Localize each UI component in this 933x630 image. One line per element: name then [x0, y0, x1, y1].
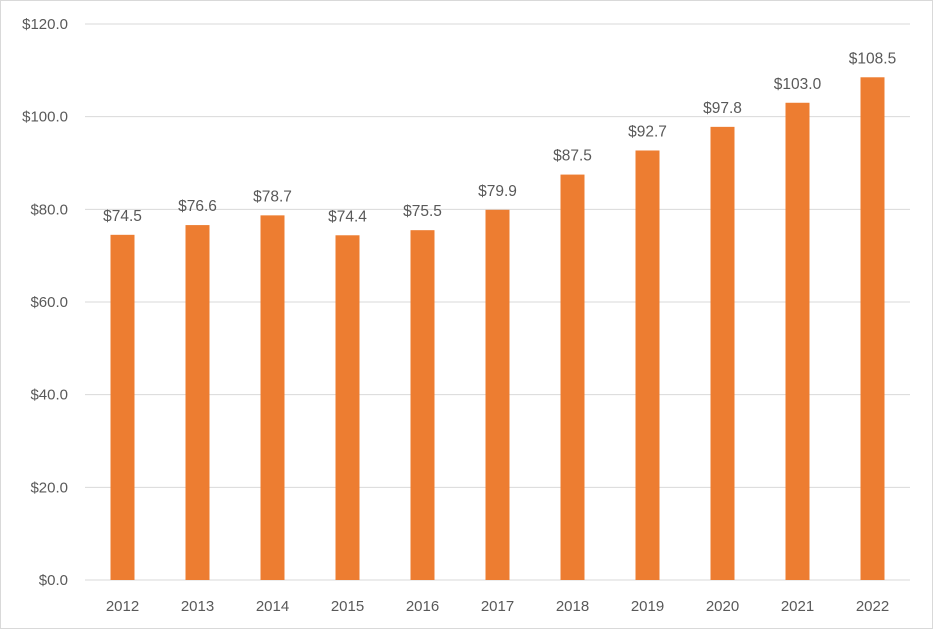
data-label: $103.0 — [774, 76, 822, 93]
data-label: $97.8 — [703, 100, 742, 117]
data-label: $79.9 — [478, 183, 517, 200]
bar — [260, 215, 285, 580]
x-tick-label: 2016 — [406, 598, 439, 615]
bar — [560, 174, 585, 581]
y-axis: $0.0 $20.0 $40.0 $60.0 $80.0 $100.0 $120.0 — [22, 16, 68, 589]
data-label: $74.4 — [328, 208, 367, 225]
x-tick-label: 2014 — [256, 598, 289, 615]
bar — [635, 150, 660, 581]
x-tick-label: 2022 — [856, 598, 889, 615]
y-tick-label: $40.0 — [30, 387, 68, 404]
x-tick-label: 2013 — [181, 598, 214, 615]
x-axis: 2012 2013 2014 2015 2016 2017 2018 2019 2020 2021… — [106, 598, 889, 615]
data-label: $75.5 — [403, 203, 442, 220]
bar — [485, 209, 510, 580]
x-tick-label: 2021 — [781, 598, 814, 615]
y-tick-label: $60.0 — [30, 294, 68, 311]
x-tick-label: 2017 — [481, 598, 514, 615]
data-label: $76.6 — [178, 198, 217, 215]
bar — [335, 235, 360, 580]
x-tick-label: 2018 — [556, 598, 589, 615]
bar — [185, 225, 210, 580]
y-tick-label: $120.0 — [22, 16, 68, 33]
y-tick-label: $100.0 — [22, 109, 68, 126]
bar — [785, 102, 810, 581]
x-tick-label: 2020 — [706, 598, 739, 615]
x-tick-label: 2019 — [631, 598, 664, 615]
y-tick-label: $0.0 — [39, 572, 68, 589]
data-label: $108.5 — [849, 50, 896, 67]
data-label: $78.7 — [253, 188, 292, 205]
data-label: $74.5 — [103, 208, 142, 225]
bar — [860, 77, 885, 581]
bar — [710, 126, 735, 581]
x-tick-label: 2015 — [331, 598, 364, 615]
x-tick-label: 2012 — [106, 598, 139, 615]
data-labels: $74.5 $76.6 $78.7 $74.4 $75.5 $79.9 $87.5 $92.7… — [103, 50, 896, 225]
bar — [110, 234, 135, 581]
data-label: $87.5 — [553, 148, 592, 165]
bar — [410, 230, 435, 580]
y-tick-label: $80.0 — [30, 201, 68, 218]
y-tick-label: $20.0 — [30, 479, 68, 496]
bars — [110, 77, 885, 581]
data-label: $92.7 — [628, 123, 667, 140]
